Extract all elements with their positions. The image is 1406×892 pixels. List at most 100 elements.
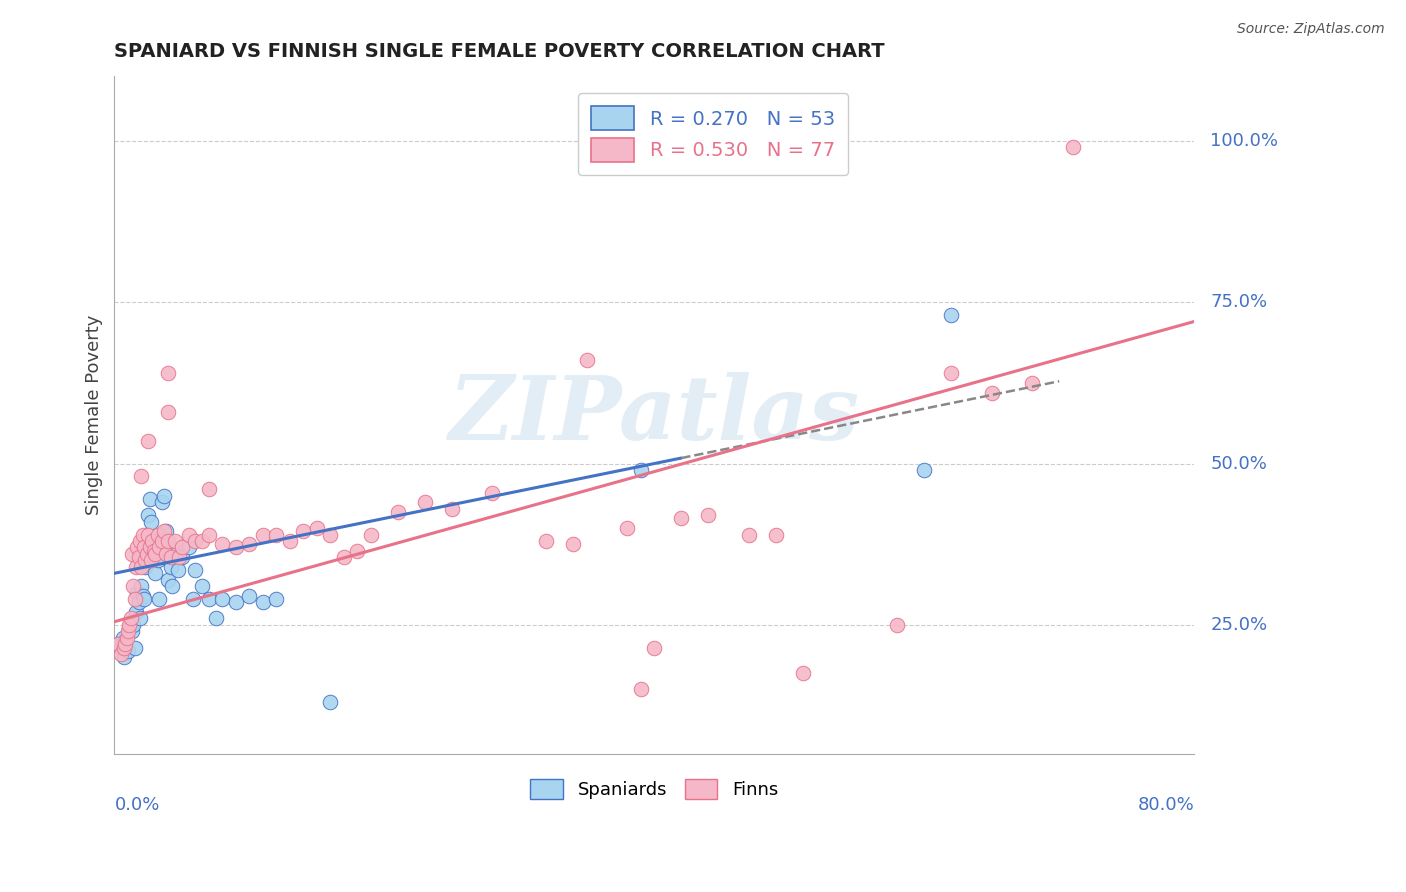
Point bbox=[160, 550, 183, 565]
Point bbox=[198, 592, 221, 607]
Point bbox=[114, 634, 136, 648]
Point bbox=[156, 547, 179, 561]
Point bbox=[160, 559, 183, 574]
Point bbox=[198, 527, 221, 541]
Point bbox=[132, 527, 155, 541]
Point bbox=[346, 543, 368, 558]
Point bbox=[165, 534, 187, 549]
Point bbox=[107, 637, 129, 651]
Point bbox=[292, 524, 315, 539]
Point bbox=[211, 592, 233, 607]
Point bbox=[170, 541, 193, 555]
Point bbox=[131, 579, 153, 593]
Point bbox=[765, 527, 787, 541]
Point bbox=[136, 527, 159, 541]
Point bbox=[143, 566, 166, 581]
Point bbox=[124, 592, 146, 607]
Point bbox=[117, 624, 139, 639]
Point bbox=[1021, 376, 1043, 390]
Point bbox=[184, 563, 207, 577]
Point bbox=[111, 631, 134, 645]
Point bbox=[150, 495, 173, 509]
Point bbox=[643, 640, 665, 655]
Text: 50.0%: 50.0% bbox=[1211, 455, 1267, 473]
Text: ZIPatlas: ZIPatlas bbox=[449, 372, 860, 458]
Point bbox=[305, 521, 328, 535]
Point bbox=[166, 563, 188, 577]
Point bbox=[252, 595, 274, 609]
Point bbox=[792, 666, 814, 681]
Point bbox=[134, 553, 156, 567]
Point bbox=[155, 547, 177, 561]
Point bbox=[132, 541, 155, 555]
Point bbox=[157, 534, 180, 549]
Point bbox=[120, 611, 142, 625]
Point bbox=[177, 541, 200, 555]
Point bbox=[238, 589, 260, 603]
Point bbox=[131, 469, 153, 483]
Point bbox=[191, 534, 214, 549]
Point bbox=[413, 495, 436, 509]
Point bbox=[138, 491, 160, 506]
Point bbox=[278, 534, 301, 549]
Point bbox=[481, 485, 503, 500]
Point bbox=[167, 550, 190, 565]
Point bbox=[211, 537, 233, 551]
Point bbox=[115, 631, 138, 645]
Point bbox=[138, 541, 160, 555]
Point bbox=[204, 611, 226, 625]
Point bbox=[153, 489, 176, 503]
Point bbox=[121, 547, 143, 561]
Text: 0.0%: 0.0% bbox=[114, 796, 160, 814]
Point bbox=[114, 637, 136, 651]
Point bbox=[143, 547, 166, 561]
Point bbox=[440, 501, 463, 516]
Point bbox=[124, 640, 146, 655]
Point bbox=[697, 508, 720, 523]
Point bbox=[134, 559, 156, 574]
Text: SPANIARD VS FINNISH SINGLE FEMALE POVERTY CORRELATION CHART: SPANIARD VS FINNISH SINGLE FEMALE POVERT… bbox=[114, 42, 884, 61]
Point bbox=[630, 463, 652, 477]
Point bbox=[125, 605, 148, 619]
Point bbox=[360, 527, 382, 541]
Point bbox=[110, 640, 132, 655]
Point bbox=[146, 527, 169, 541]
Y-axis label: Single Female Poverty: Single Female Poverty bbox=[86, 315, 103, 516]
Point bbox=[333, 550, 356, 565]
Point bbox=[136, 508, 159, 523]
Point bbox=[125, 559, 148, 574]
Point bbox=[177, 527, 200, 541]
Point bbox=[238, 537, 260, 551]
Point bbox=[120, 615, 142, 629]
Point bbox=[135, 541, 157, 555]
Point bbox=[671, 511, 693, 525]
Point bbox=[117, 644, 139, 658]
Point bbox=[141, 547, 163, 561]
Point bbox=[139, 553, 162, 567]
Point bbox=[387, 505, 409, 519]
Point bbox=[127, 541, 149, 555]
Point bbox=[146, 553, 169, 567]
Point bbox=[191, 579, 214, 593]
Point bbox=[107, 637, 129, 651]
Point bbox=[162, 579, 184, 593]
Point bbox=[112, 650, 135, 665]
Point bbox=[132, 589, 155, 603]
Point bbox=[980, 385, 1002, 400]
Point bbox=[112, 640, 135, 655]
Point bbox=[122, 618, 145, 632]
Point bbox=[157, 573, 180, 587]
Point bbox=[266, 527, 288, 541]
Point bbox=[110, 647, 132, 661]
Text: 80.0%: 80.0% bbox=[1137, 796, 1194, 814]
Text: 25.0%: 25.0% bbox=[1211, 616, 1267, 634]
Point bbox=[225, 595, 247, 609]
Point bbox=[941, 308, 963, 322]
Point bbox=[150, 534, 173, 549]
Point bbox=[157, 405, 180, 419]
Point bbox=[136, 434, 159, 448]
Point bbox=[153, 524, 176, 539]
Point bbox=[141, 534, 163, 549]
Point bbox=[135, 547, 157, 561]
Point bbox=[630, 682, 652, 697]
